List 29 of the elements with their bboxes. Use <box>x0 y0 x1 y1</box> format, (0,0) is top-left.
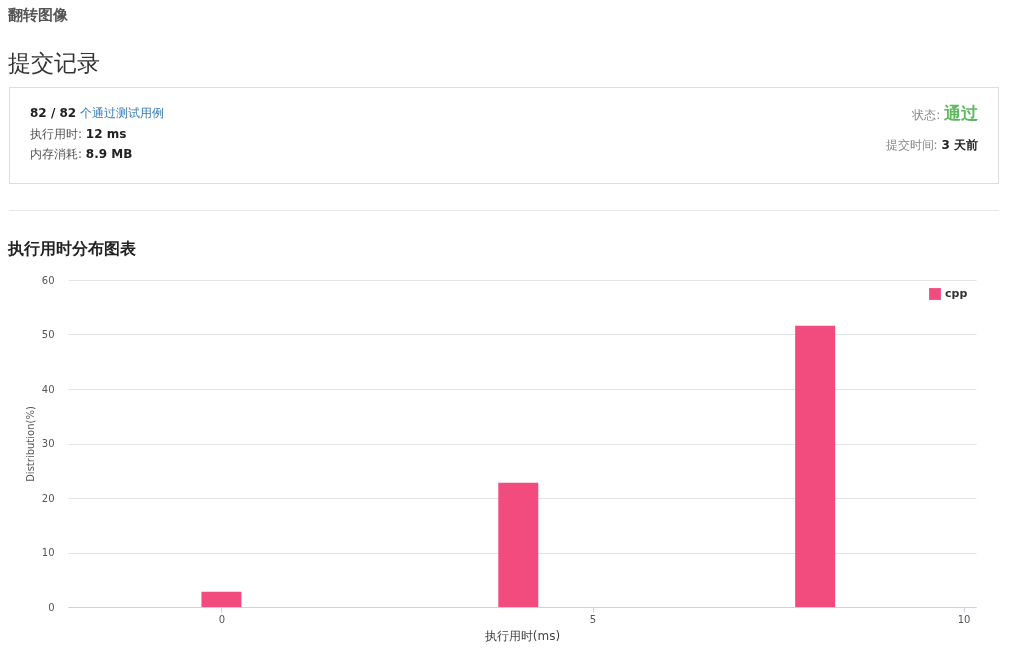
text: 通过 <box>944 103 978 123</box>
y-tick-label: 10 <box>41 547 55 558</box>
y-axis-title: Distribution(%) <box>24 406 36 482</box>
y-tick-label: 20 <box>41 492 55 504</box>
legend-label: cpp <box>945 287 968 300</box>
bar <box>795 325 836 607</box>
y-tick-label: 60 <box>41 274 55 286</box>
x-tick-label: 10 <box>957 613 971 625</box>
text: 8.9 MB <box>85 147 133 161</box>
y-tick-label: 40 <box>41 383 55 395</box>
x-tick-label: 0 <box>218 613 226 625</box>
y-tick-label: 50 <box>41 329 55 340</box>
bar <box>498 482 539 607</box>
text: 82 / 82 <box>30 106 77 120</box>
text: 翻转图像 <box>8 6 68 25</box>
chart-title: 执行用时分布图表 <box>8 239 136 260</box>
bar <box>201 591 242 607</box>
text: 提交时间: <box>885 138 938 152</box>
text: 提交记录 <box>8 49 100 78</box>
text: 3 天前 <box>941 138 978 152</box>
y-tick-label: 30 <box>41 438 55 449</box>
text: 12 ms <box>85 127 127 141</box>
text: 状态: <box>912 108 941 122</box>
text: 执行用时: <box>30 127 83 141</box>
text: 个通过测试用例 <box>79 106 164 120</box>
x-tick-label: 5 <box>589 613 597 625</box>
text: 内存消耗: <box>30 147 83 161</box>
x-axis-title: 执行用时(ms) <box>484 628 561 643</box>
y-tick-label: 0 <box>48 601 55 613</box>
